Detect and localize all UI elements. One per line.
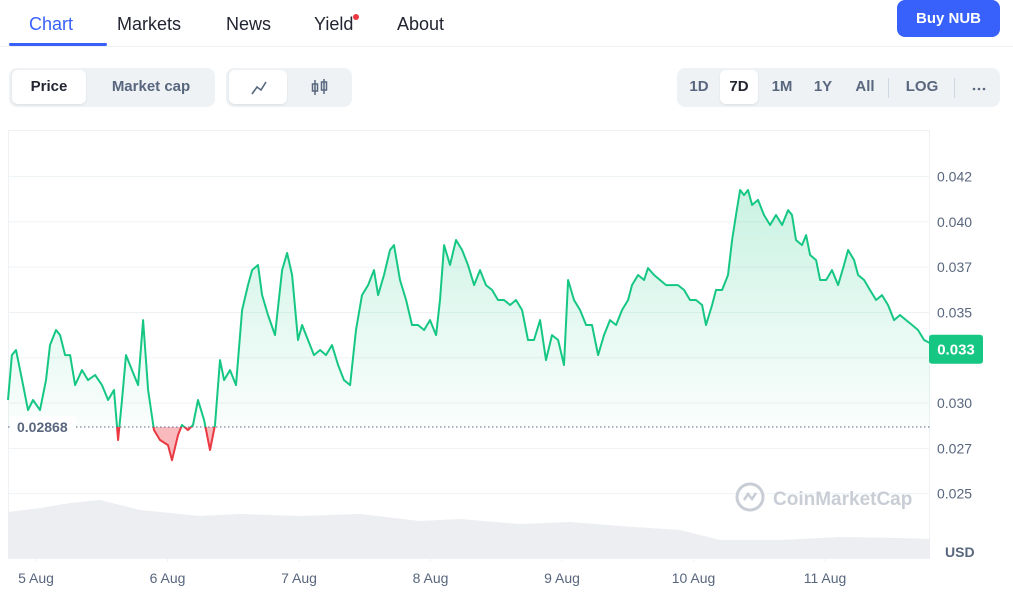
log-button[interactable]: LOG: [905, 78, 939, 95]
nav-tab[interactable]: Markets: [117, 14, 182, 34]
x-tick-label: 10 Aug: [672, 570, 716, 586]
line-chart-button[interactable]: [229, 70, 287, 104]
candle-icon: [311, 79, 328, 95]
y-tick-label: 0.040: [937, 214, 972, 230]
x-tick-label: 11 Aug: [804, 570, 847, 586]
baseline-label-bg: [10, 415, 76, 438]
nav-tab[interactable]: About: [397, 14, 445, 34]
current-price-badge: [929, 334, 983, 364]
y-unit-label: USD: [945, 544, 975, 560]
price-line: [7, 189, 931, 462]
separator: [954, 78, 955, 98]
separator: [888, 78, 889, 98]
range-button[interactable]: All: [855, 78, 875, 95]
header-divider: [0, 46, 1013, 47]
active-tab-underline: [9, 43, 107, 46]
watermark: CoinMarketCap: [773, 489, 912, 510]
x-tick-label: 7 Aug: [281, 570, 317, 586]
range-button[interactable]: 1D: [689, 78, 709, 95]
buy-button[interactable]: Buy NUB: [897, 0, 1000, 37]
more-button[interactable]: [960, 70, 998, 104]
y-tick-label: 0.037: [937, 259, 972, 275]
x-tick-label: 6 Aug: [150, 570, 186, 586]
y-tick-label: 0.025: [937, 486, 972, 502]
notification-dot: [353, 14, 360, 20]
current-price-label: 0.033: [937, 342, 975, 359]
y-tick-label: 0.035: [937, 304, 972, 320]
candle-chart-button[interactable]: [290, 70, 348, 104]
chart-type-toggle: [226, 68, 352, 107]
y-tick-label: 0.027: [937, 440, 972, 456]
line-icon: [251, 81, 267, 95]
y-tick-label: 0.030: [937, 395, 972, 411]
watermark-logo: [735, 482, 765, 512]
price-area: [8, 190, 930, 461]
x-tick-label: 8 Aug: [413, 570, 449, 586]
range-button[interactable]: 1Y: [813, 78, 833, 95]
range-button[interactable]: 7D: [720, 70, 758, 104]
nav-tab[interactable]: Yield: [314, 14, 360, 35]
toggle-market-cap[interactable]: Market cap: [111, 78, 191, 95]
volume-background: [8, 500, 930, 558]
x-tick-label: 9 Aug: [544, 570, 580, 586]
metric-toggle: Price Market cap: [9, 68, 215, 107]
nav-tab[interactable]: News: [226, 14, 272, 34]
baseline-label: 0.02868: [17, 419, 68, 435]
nav-tab[interactable]: Chart: [29, 14, 74, 34]
y-tick-label: 0.042: [937, 169, 972, 185]
toggle-price[interactable]: Price: [12, 70, 86, 104]
range-toggle: 1D 7D 1M 1Y All LOG: [677, 68, 1000, 107]
more-icon: [972, 87, 986, 91]
x-tick-label: 5 Aug: [18, 570, 54, 586]
range-button[interactable]: 1M: [771, 78, 793, 95]
